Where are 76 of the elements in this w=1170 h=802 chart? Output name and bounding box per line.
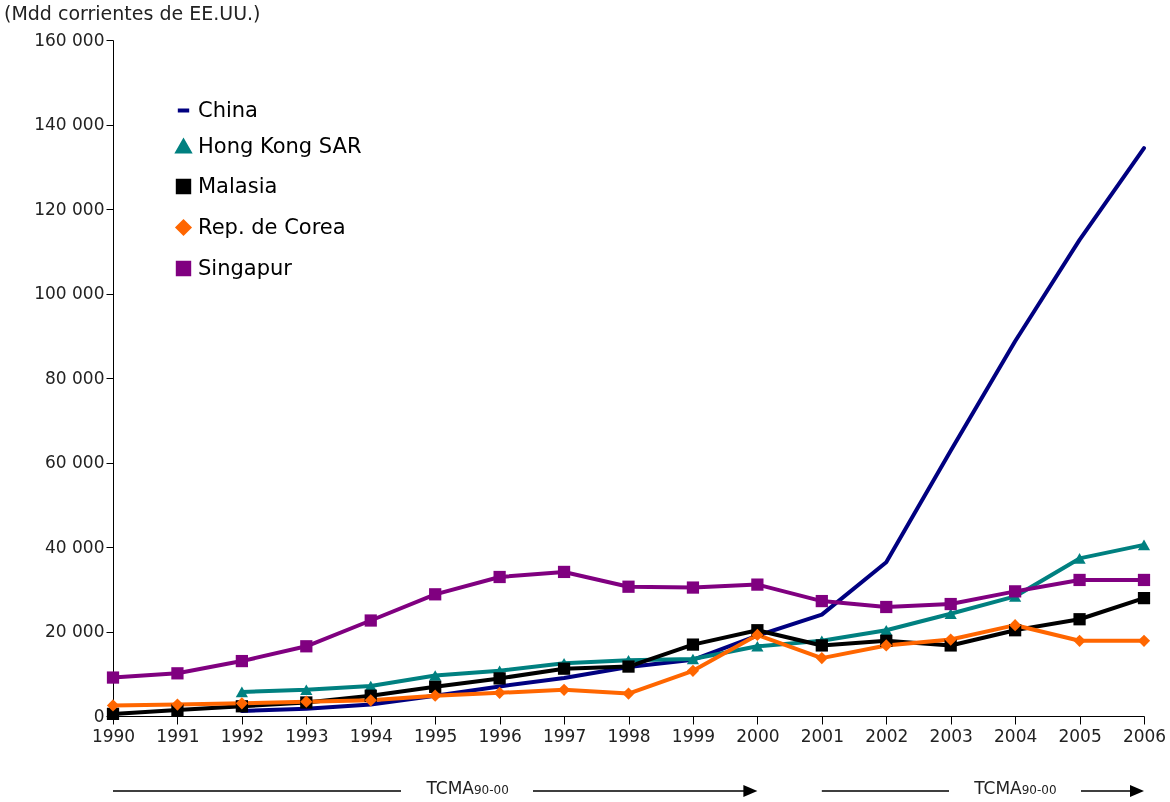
point (429, 588, 442, 601)
point (1073, 613, 1086, 626)
point (1073, 573, 1086, 587)
point (1137, 592, 1151, 605)
legend-label: Hong Kong SAR (198, 133, 362, 158)
point (815, 639, 828, 652)
point (1009, 585, 1022, 598)
y-tick-label: 0 (93, 705, 105, 726)
x-tick-label: 2001 (800, 725, 844, 746)
point (1137, 634, 1151, 647)
x-tick-label: 2002 (865, 725, 909, 746)
legend-label: Singapur (198, 255, 293, 280)
x-tick-label: 1998 (607, 725, 651, 746)
point (364, 694, 377, 707)
legend-label: China (198, 97, 258, 122)
x-tick-label: 2005 (1058, 725, 1102, 746)
chart-title: (Mdd corrientes de EE.UU.) (4, 2, 261, 24)
x-tick-label: 2004 (993, 725, 1038, 746)
point (815, 594, 828, 608)
point (1137, 539, 1151, 551)
legend-label: Malasia (198, 173, 278, 198)
legend-label: Rep. de Corea (198, 214, 346, 239)
point (106, 699, 120, 712)
point (1009, 619, 1022, 632)
x-tick-label: 1992 (220, 725, 265, 746)
point (944, 597, 957, 611)
y-tick-label: 140 000 (34, 114, 105, 134)
point (364, 614, 377, 627)
x-tick-label: 1997 (542, 725, 587, 746)
point (106, 707, 120, 721)
y-tick-label: 60 000 (45, 452, 105, 472)
x-tick-label: 2000 (736, 725, 780, 746)
y-tick-label: 100 000 (34, 283, 105, 303)
x-tick-label: 1996 (478, 725, 522, 746)
point (686, 653, 700, 665)
y-tick-label: 160 000 (34, 29, 105, 50)
point (1073, 553, 1086, 564)
point (171, 698, 184, 711)
point (751, 578, 764, 591)
x-tick-label: 2003 (929, 725, 973, 746)
point (686, 638, 700, 651)
point (429, 670, 442, 681)
point (686, 581, 700, 594)
point (493, 570, 506, 584)
x-tick-label: 1991 (156, 725, 200, 746)
point (106, 671, 120, 684)
point (880, 600, 893, 614)
point (1073, 634, 1086, 647)
point (1137, 573, 1151, 587)
point (686, 664, 700, 677)
point (751, 640, 764, 652)
point (171, 667, 184, 680)
point (944, 633, 957, 646)
y-tick-label: 120 000 (34, 198, 105, 219)
point (880, 639, 893, 652)
y-tick-label: 80 000 (45, 367, 105, 388)
point (557, 565, 571, 579)
x-tick-label: 2006 (1122, 725, 1167, 746)
x-tick-label: 1999 (671, 725, 716, 746)
point (815, 651, 828, 665)
point (235, 654, 248, 668)
point (622, 660, 635, 673)
point (751, 628, 764, 641)
point (493, 672, 506, 685)
point (622, 580, 635, 593)
x-tick-label: 1990 (91, 725, 136, 746)
y-tick-label: 20 000 (45, 621, 105, 641)
x-tick-label: 1993 (285, 725, 329, 746)
x-tick-label: 1994 (349, 725, 393, 746)
point (235, 686, 248, 698)
y-tick-label: 40 000 (45, 536, 105, 557)
point (557, 662, 571, 675)
x-tick-label: 1995 (414, 725, 458, 746)
point (300, 640, 313, 653)
point (300, 684, 313, 696)
point (557, 683, 571, 696)
